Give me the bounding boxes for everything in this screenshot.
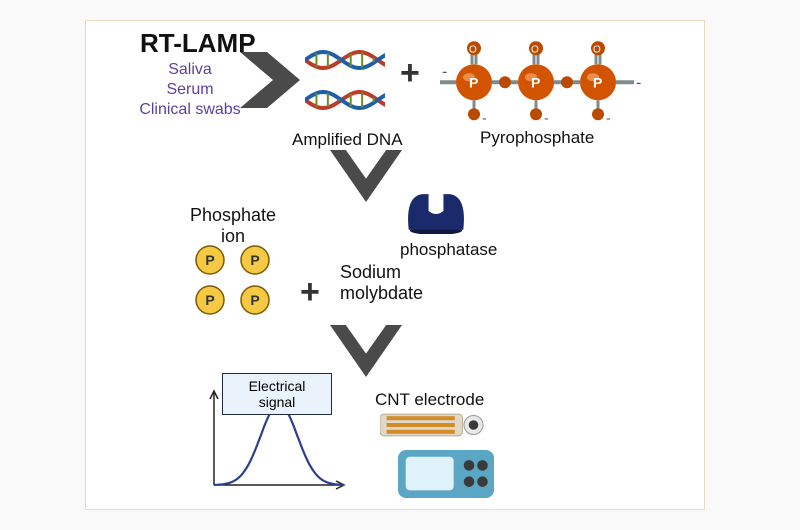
chevron-down-icon (330, 150, 402, 202)
reader-device-icon (398, 450, 494, 498)
chevron-right-icon (240, 52, 300, 108)
svg-text:-: - (636, 74, 641, 91)
svg-text:P: P (593, 74, 602, 90)
phosphate-ion-label: Phosphateion (190, 205, 276, 247)
plus-icon: + (400, 54, 420, 93)
svg-text:O: O (469, 44, 477, 55)
sample-swabs: Clinical swabs (120, 100, 260, 120)
svg-text:-: - (482, 109, 487, 125)
amplified-dna-label: Amplified DNA (292, 130, 403, 150)
phosphatase-label: phosphatase (400, 240, 497, 260)
sample-serum: Serum (120, 80, 260, 100)
svg-text:P: P (205, 252, 214, 268)
svg-text:P: P (531, 74, 540, 90)
svg-text:P: P (469, 74, 478, 90)
pyrophosphate-icon: - O - P O - P - O - P (440, 30, 660, 125)
heading-rt-lamp: RT-LAMP (140, 28, 256, 59)
svg-text:P: P (250, 252, 259, 268)
svg-text:P: P (205, 292, 214, 308)
svg-text:P: P (250, 292, 259, 308)
phosphate-ion-icon: P (194, 244, 226, 276)
phosphate-ion-icon: P (239, 244, 271, 276)
sample-types-list: Saliva Serum Clinical swabs (120, 60, 260, 120)
plus-icon: + (300, 273, 320, 312)
cnt-electrode-icon (380, 408, 490, 442)
phosphate-ion-icon: P (239, 284, 271, 316)
electrical-signal-box: Electricalsignal (222, 373, 332, 415)
chevron-down-icon (330, 325, 402, 377)
phosphate-ion-icon: P (194, 284, 226, 316)
svg-text:O: O (593, 44, 601, 55)
sample-saliva: Saliva (120, 60, 260, 80)
amplified-dna-icon (305, 40, 385, 130)
sodium-molybdate-label: Sodiummolybdate (340, 262, 423, 304)
svg-text:-: - (544, 109, 549, 125)
svg-text:O: O (531, 44, 539, 55)
pyrophosphate-label: Pyrophosphate (480, 128, 594, 148)
svg-text:-: - (606, 109, 611, 125)
phosphatase-icon (405, 192, 467, 234)
svg-text:-: - (442, 63, 447, 80)
cnt-electrode-label: CNT electrode (375, 390, 484, 410)
